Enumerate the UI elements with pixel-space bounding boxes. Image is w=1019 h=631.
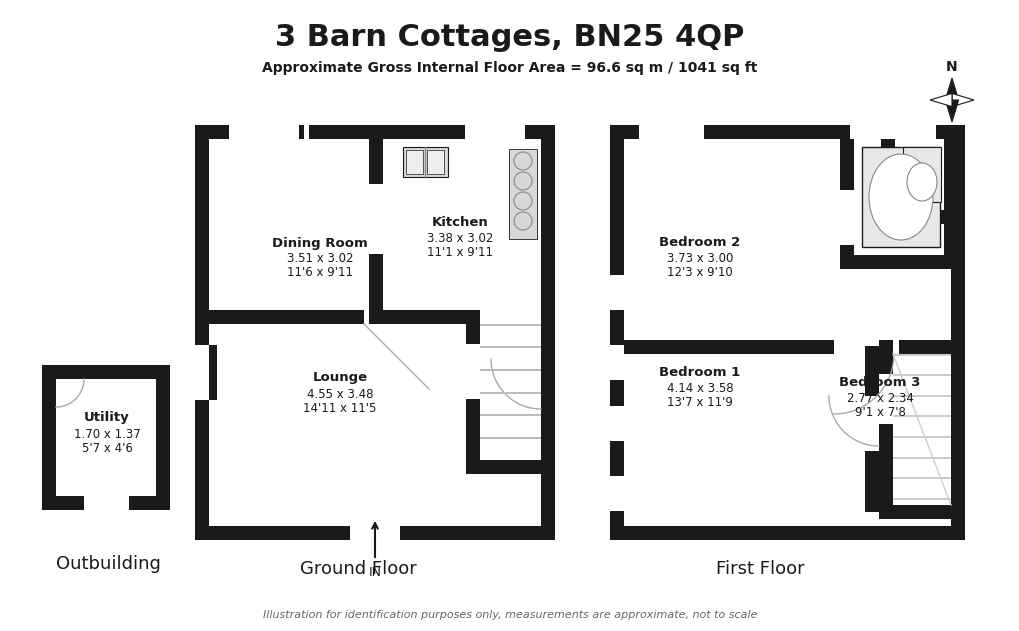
Bar: [403, 147, 447, 177]
Bar: [209, 139, 540, 526]
Bar: [638, 125, 703, 139]
Bar: [624, 139, 950, 526]
Bar: [892, 436, 950, 438]
Bar: [350, 526, 399, 540]
Text: 4.55 x 3.48: 4.55 x 3.48: [307, 387, 373, 401]
Bar: [864, 346, 878, 512]
Bar: [840, 190, 853, 245]
Bar: [56, 379, 156, 496]
Bar: [853, 255, 943, 269]
Bar: [466, 460, 540, 474]
Bar: [892, 395, 950, 397]
Bar: [892, 477, 950, 479]
Text: 11'1 x 9'11: 11'1 x 9'11: [427, 247, 492, 259]
Bar: [229, 125, 299, 139]
Bar: [878, 374, 892, 424]
Text: 2.77 x 2.34: 2.77 x 2.34: [846, 392, 913, 406]
Bar: [195, 125, 554, 540]
Bar: [84, 496, 128, 510]
Bar: [902, 147, 941, 202]
Bar: [878, 340, 892, 519]
Bar: [480, 369, 540, 371]
Bar: [609, 345, 624, 380]
Bar: [466, 344, 480, 399]
Bar: [892, 457, 950, 459]
Text: IN: IN: [368, 566, 381, 579]
Bar: [480, 414, 540, 416]
Bar: [624, 340, 834, 354]
Bar: [892, 498, 950, 500]
Bar: [466, 310, 480, 474]
Bar: [609, 476, 624, 511]
Bar: [427, 150, 443, 174]
Bar: [870, 125, 935, 139]
Polygon shape: [945, 78, 958, 100]
Bar: [508, 149, 536, 239]
Text: Ground Floor: Ground Floor: [300, 560, 416, 578]
Text: Illustration for identification purposes only, measurements are approximate, not: Illustration for identification purposes…: [263, 610, 756, 620]
Bar: [209, 345, 217, 400]
Bar: [892, 354, 950, 356]
Bar: [609, 275, 624, 310]
Text: Lounge: Lounge: [312, 372, 367, 384]
Text: 3.51 x 3.02: 3.51 x 3.02: [286, 252, 353, 266]
Bar: [480, 346, 540, 348]
Text: N: N: [946, 60, 957, 74]
Text: 14'11 x 11'5: 14'11 x 11'5: [303, 401, 376, 415]
Bar: [42, 365, 170, 510]
Bar: [369, 310, 433, 324]
Bar: [540, 310, 554, 324]
Text: 1.70 x 1.37: 1.70 x 1.37: [73, 427, 141, 440]
Text: 12'3 x 9'10: 12'3 x 9'10: [666, 266, 733, 280]
Text: 5'7 x 4'6: 5'7 x 4'6: [82, 442, 132, 454]
Bar: [880, 139, 894, 224]
Bar: [609, 125, 964, 540]
Bar: [304, 125, 309, 139]
Bar: [406, 150, 423, 174]
Bar: [899, 210, 940, 224]
Bar: [195, 345, 217, 400]
Bar: [369, 184, 382, 254]
Bar: [864, 396, 878, 451]
Text: Kitchen: Kitchen: [431, 216, 488, 230]
Text: 11'6 x 9'11: 11'6 x 9'11: [286, 266, 353, 280]
Text: Approximate Gross Internal Floor Area = 96.6 sq m / 1041 sq ft: Approximate Gross Internal Floor Area = …: [262, 61, 757, 75]
Bar: [861, 147, 940, 247]
Text: 13'7 x 11'9: 13'7 x 11'9: [666, 396, 733, 410]
Bar: [609, 406, 624, 441]
Ellipse shape: [906, 163, 936, 201]
Text: 4.14 x 3.58: 4.14 x 3.58: [666, 382, 733, 396]
Text: Bedroom 1: Bedroom 1: [658, 367, 740, 379]
Bar: [892, 374, 950, 376]
Bar: [894, 210, 945, 224]
Bar: [480, 437, 540, 439]
Text: 9'1 x 7'8: 9'1 x 7'8: [854, 406, 905, 420]
Text: Utility: Utility: [84, 411, 129, 425]
Text: 3.38 x 3.02: 3.38 x 3.02: [426, 232, 493, 245]
Text: Bedroom 2: Bedroom 2: [658, 237, 740, 249]
Bar: [382, 310, 471, 324]
Bar: [480, 392, 540, 394]
Bar: [892, 505, 950, 519]
Text: Bedroom 3: Bedroom 3: [839, 377, 920, 389]
Polygon shape: [56, 379, 84, 407]
Bar: [898, 340, 950, 354]
Polygon shape: [945, 100, 958, 122]
Polygon shape: [929, 93, 951, 107]
Bar: [369, 139, 382, 310]
Text: 3 Barn Cottages, BN25 4QP: 3 Barn Cottages, BN25 4QP: [275, 23, 744, 52]
Text: 3.73 x 3.00: 3.73 x 3.00: [666, 252, 733, 266]
Bar: [465, 125, 525, 139]
Bar: [840, 139, 853, 269]
Bar: [209, 310, 364, 324]
Bar: [943, 139, 957, 269]
Bar: [480, 324, 540, 326]
Text: First Floor: First Floor: [715, 560, 804, 578]
Text: Dining Room: Dining Room: [272, 237, 368, 249]
Bar: [849, 125, 914, 139]
Polygon shape: [951, 93, 973, 107]
Bar: [892, 415, 950, 417]
Ellipse shape: [868, 154, 932, 240]
Text: Outbuilding: Outbuilding: [55, 555, 160, 573]
